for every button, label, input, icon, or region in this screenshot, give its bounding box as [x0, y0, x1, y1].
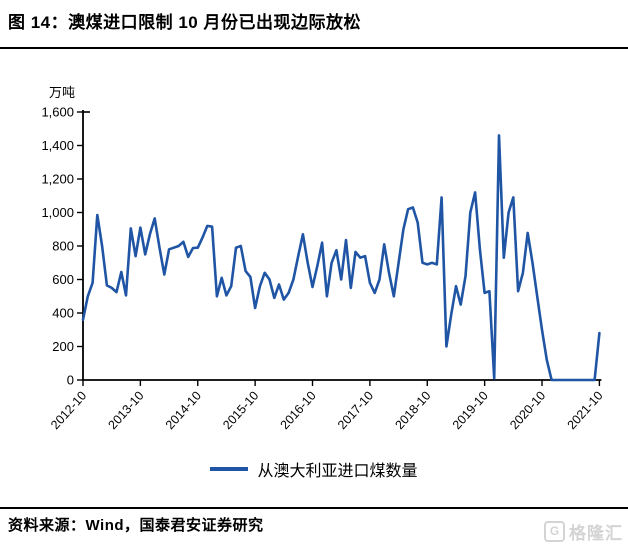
footer-divider: [0, 507, 628, 509]
y-tick-label: 600: [52, 272, 74, 287]
y-tick-label: 400: [52, 306, 74, 321]
y-tick-label: 1,200: [41, 172, 74, 187]
gelonghui-icon: G: [544, 520, 565, 542]
y-tick-label: 1,600: [41, 105, 74, 120]
x-tick-label: 2017-10: [335, 389, 376, 432]
x-tick-label: 2015-10: [220, 389, 261, 432]
x-tick-label: 2019-10: [450, 389, 491, 432]
y-tick-label: 800: [52, 239, 74, 254]
line-chart: 0 200 400 600 800 1,000 1,200 1,400 1,600 万吨 2012-…: [0, 55, 628, 455]
x-tick-label: 2018-10: [392, 389, 433, 432]
gelonghui-logo: G 格隆汇: [544, 520, 623, 543]
legend-line-swatch: [210, 467, 249, 471]
x-tick-label: 2020-10: [507, 389, 548, 432]
y-tick-label: 200: [52, 339, 74, 354]
y-axis-unit-label: 万吨: [49, 85, 75, 100]
title-divider: [0, 47, 628, 49]
series-line-australia-coal-imports: [81, 134, 601, 382]
chart-legend: 从澳大利亚进口煤数量: [0, 458, 628, 480]
x-tick-label: 2021-10: [565, 389, 606, 432]
y-tick-label: 1,000: [41, 205, 74, 220]
source-note: 资料来源：Wind，国泰君安证券研究: [8, 517, 264, 534]
y-tick-label: 0: [67, 373, 74, 388]
chart-canvas: 0 200 400 600 800 1,000 1,200 1,400 1,600 万吨 2012-…: [41, 85, 606, 432]
x-tick-label: 2016-10: [278, 389, 319, 432]
legend-label: 从澳大利亚进口煤数量: [257, 463, 418, 480]
gelonghui-logo-text: 格隆汇: [569, 523, 623, 543]
y-tick-label: 1,400: [41, 138, 74, 153]
x-tick-label: 2013-10: [106, 389, 147, 432]
x-tick-label: 2012-10: [48, 389, 89, 432]
figure-title: 图 14：澳煤进口限制 10 月份已出现边际放松: [8, 13, 361, 32]
x-tick-label: 2014-10: [163, 389, 204, 432]
